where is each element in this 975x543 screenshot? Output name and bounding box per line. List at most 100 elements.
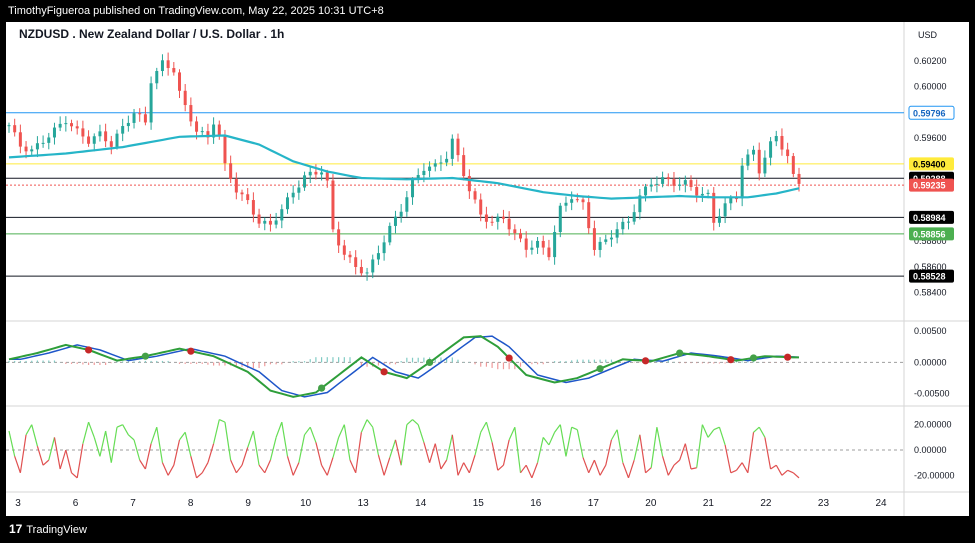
osc-seg-85 xyxy=(491,442,499,471)
osc-seg-63 xyxy=(366,419,374,428)
osc-seg-18 xyxy=(110,427,118,463)
osc-seg-59 xyxy=(343,424,351,461)
footer: 17 TradingView xyxy=(0,516,975,542)
osc-seg-13 xyxy=(82,421,90,444)
candle-131 xyxy=(752,145,756,162)
level-label-text-3: 0.59235 xyxy=(913,181,946,191)
osc-seg-91 xyxy=(525,464,533,479)
candle-82 xyxy=(473,188,477,204)
candle-119 xyxy=(683,175,687,193)
price-tick-0: 0.60200 xyxy=(914,56,947,66)
osc-seg-106 xyxy=(610,429,618,441)
candle-60 xyxy=(348,251,352,264)
candle-65 xyxy=(376,245,380,265)
osc-seg-32 xyxy=(190,456,198,479)
candle-114 xyxy=(655,176,659,193)
candle-103 xyxy=(592,220,596,256)
osc-seg-84 xyxy=(485,421,493,443)
candle-79 xyxy=(456,133,460,162)
candle-17 xyxy=(104,123,108,148)
candle-8 xyxy=(52,122,56,145)
osc-seg-43 xyxy=(252,430,260,466)
candle-7 xyxy=(47,132,51,150)
time-tick-15: 24 xyxy=(875,498,887,509)
candle-27 xyxy=(160,54,164,77)
chart-background xyxy=(6,22,969,516)
osc-seg-46 xyxy=(269,437,277,461)
osc-tick-2: -20.00000 xyxy=(914,470,955,480)
candle-38 xyxy=(223,129,227,171)
osc-seg-67 xyxy=(389,439,397,458)
candle-90 xyxy=(519,228,523,243)
candle-9 xyxy=(58,116,62,132)
osc-seg-71 xyxy=(412,419,419,426)
candle-22 xyxy=(132,108,136,129)
candle-137 xyxy=(786,142,790,164)
osc-seg-123 xyxy=(707,429,715,438)
tradingview-brand[interactable]: TradingView xyxy=(26,524,87,536)
level-label-text-4: 0.58984 xyxy=(913,213,946,223)
candle-63 xyxy=(365,267,369,281)
candle-23 xyxy=(138,108,142,122)
candle-31 xyxy=(183,84,187,112)
candle-41 xyxy=(240,189,244,201)
macd-cross-dot-3 xyxy=(317,384,326,392)
tradingview-logo-icon[interactable]: 17 xyxy=(9,522,23,536)
time-tick-6: 13 xyxy=(358,498,370,509)
candle-26 xyxy=(155,67,159,90)
candle-2 xyxy=(18,124,22,154)
candle-57 xyxy=(331,174,335,233)
macd-cross-dot-2 xyxy=(187,347,195,355)
candle-106 xyxy=(609,230,613,247)
candle-97 xyxy=(558,202,562,238)
candle-117 xyxy=(672,171,676,193)
macd-cross-dot-7 xyxy=(596,365,604,373)
candle-93 xyxy=(536,237,540,254)
osc-seg-62 xyxy=(360,419,368,433)
osc-seg-105 xyxy=(605,439,613,466)
macd-cross-dot-4 xyxy=(380,368,388,376)
osc-seg-51 xyxy=(298,434,306,463)
osc-seg-28 xyxy=(167,464,175,476)
candle-64 xyxy=(371,254,375,279)
osc-seg-109 xyxy=(627,459,635,479)
osc-seg-121 xyxy=(696,424,703,468)
osc-seg-41 xyxy=(241,447,249,466)
candle-72 xyxy=(416,168,420,184)
level-label-0: 0.59796 xyxy=(908,105,955,120)
candle-4 xyxy=(30,145,34,156)
candle-87 xyxy=(501,209,505,224)
candle-28 xyxy=(166,52,170,76)
osc-seg-16 xyxy=(99,430,107,457)
candle-56 xyxy=(325,169,329,188)
time-tick-8: 15 xyxy=(473,498,485,509)
osc-seg-5 xyxy=(36,446,44,466)
level-label-3: 0.59235 xyxy=(909,178,954,192)
time-tick-1: 6 xyxy=(73,498,79,509)
candle-69 xyxy=(399,204,403,223)
candle-32 xyxy=(189,97,193,127)
candle-44 xyxy=(257,208,261,228)
candle-1 xyxy=(13,118,17,137)
osc-seg-117 xyxy=(673,459,681,466)
candle-24 xyxy=(143,106,147,126)
macd-cross-dot-11 xyxy=(749,354,758,362)
osc-seg-37 xyxy=(219,419,226,423)
candle-111 xyxy=(638,189,642,220)
osc-seg-89 xyxy=(514,427,522,473)
osc-seg-94 xyxy=(542,436,550,446)
osc-seg-4 xyxy=(31,424,38,447)
moving-average xyxy=(8,134,800,200)
osc-seg-68 xyxy=(394,439,402,466)
level-label-6: 0.58528 xyxy=(909,269,954,283)
candle-136 xyxy=(780,128,784,156)
osc-seg-90 xyxy=(520,464,527,474)
macd-cross-dot-6 xyxy=(505,354,513,362)
osc-seg-134 xyxy=(770,464,777,470)
osc-seg-55 xyxy=(321,464,328,476)
osc-seg-30 xyxy=(179,431,186,441)
chart-canvas[interactable]: NZDUSD . New Zealand Dollar / U.S. Dolla… xyxy=(6,22,969,516)
level-label-text-6: 0.58528 xyxy=(913,272,946,282)
osc-seg-118 xyxy=(679,443,686,461)
